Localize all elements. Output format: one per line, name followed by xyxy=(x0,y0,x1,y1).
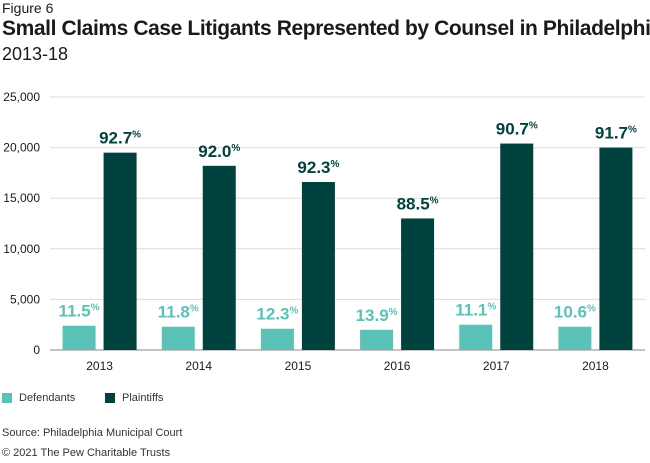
bar-plaintiffs-2015 xyxy=(301,182,335,350)
y-tick-label: 25,000 xyxy=(3,90,40,104)
x-tick-label: 2015 xyxy=(285,359,312,373)
bar-defendants-2014 xyxy=(161,326,195,350)
bar-plaintiffs-2018 xyxy=(599,147,633,350)
data-label-defendants-2013: 11.5% xyxy=(59,302,100,321)
data-label-defendants-2016: 13.9% xyxy=(356,306,398,325)
data-label-plaintiffs-2015: 92.3% xyxy=(297,158,339,177)
y-tick-label: 15,000 xyxy=(3,191,40,205)
data-label-defendants-2015: 12.3% xyxy=(256,305,298,324)
data-label-plaintiffs-2013: 92.7% xyxy=(99,129,141,148)
bar-defendants-2018 xyxy=(558,326,592,350)
x-tick-label: 2013 xyxy=(86,359,113,373)
x-tick-label: 2016 xyxy=(384,359,411,373)
bar-plaintiffs-2017 xyxy=(500,143,534,350)
y-tick-label: 10,000 xyxy=(3,242,40,256)
bar-defendants-2015 xyxy=(260,328,294,350)
bar-defendants-2017 xyxy=(459,324,493,350)
data-label-plaintiffs-2016: 88.5% xyxy=(397,194,439,213)
bar-defendants-2016 xyxy=(360,329,394,350)
y-tick-label: 0 xyxy=(33,343,40,357)
data-label-plaintiffs-2014: 92.0% xyxy=(198,142,240,161)
x-tick-label: 2018 xyxy=(582,359,609,373)
source-note: Source: Philadelphia Municipal Court xyxy=(2,427,183,439)
legend-item-defendants: Defendants xyxy=(2,392,75,404)
chart-title: Small Claims Case Litigants Represented … xyxy=(2,17,650,40)
chart-subtitle: 2013-18 xyxy=(2,44,69,64)
data-label-defendants-2018: 10.6% xyxy=(554,303,596,322)
legend-label-plaintiffs: Plaintiffs xyxy=(122,392,164,404)
bar-chart: 0 5,000 10,000 15,000 20,000 25,000 11.5% 92.7%… xyxy=(3,90,645,373)
bar-defendants-2013 xyxy=(62,325,96,350)
bar-plaintiffs-2014 xyxy=(202,165,236,350)
x-tick-label: 2014 xyxy=(185,359,212,373)
legend-label-defendants: Defendants xyxy=(19,392,76,404)
data-label-defendants-2014: 11.8% xyxy=(158,303,199,322)
bar-plaintiffs-2013 xyxy=(103,152,137,350)
y-tick-label: 5,000 xyxy=(10,292,40,306)
data-label-plaintiffs-2017: 90.7% xyxy=(496,120,538,139)
legend-item-plaintiffs: Plaintiffs xyxy=(105,392,163,404)
y-tick-label: 20,000 xyxy=(3,141,40,155)
copyright-note: © 2021 The Pew Charitable Trusts xyxy=(2,447,171,459)
data-label-defendants-2017: 11.1% xyxy=(455,301,496,320)
data-label-plaintiffs-2018: 91.7% xyxy=(595,124,637,143)
bar-plaintiffs-2016 xyxy=(401,218,435,350)
legend-swatch-defendants xyxy=(2,393,12,403)
figure-label: Figure 6 xyxy=(2,0,54,16)
legend-swatch-plaintiffs xyxy=(105,393,115,403)
x-tick-label: 2017 xyxy=(483,359,510,373)
